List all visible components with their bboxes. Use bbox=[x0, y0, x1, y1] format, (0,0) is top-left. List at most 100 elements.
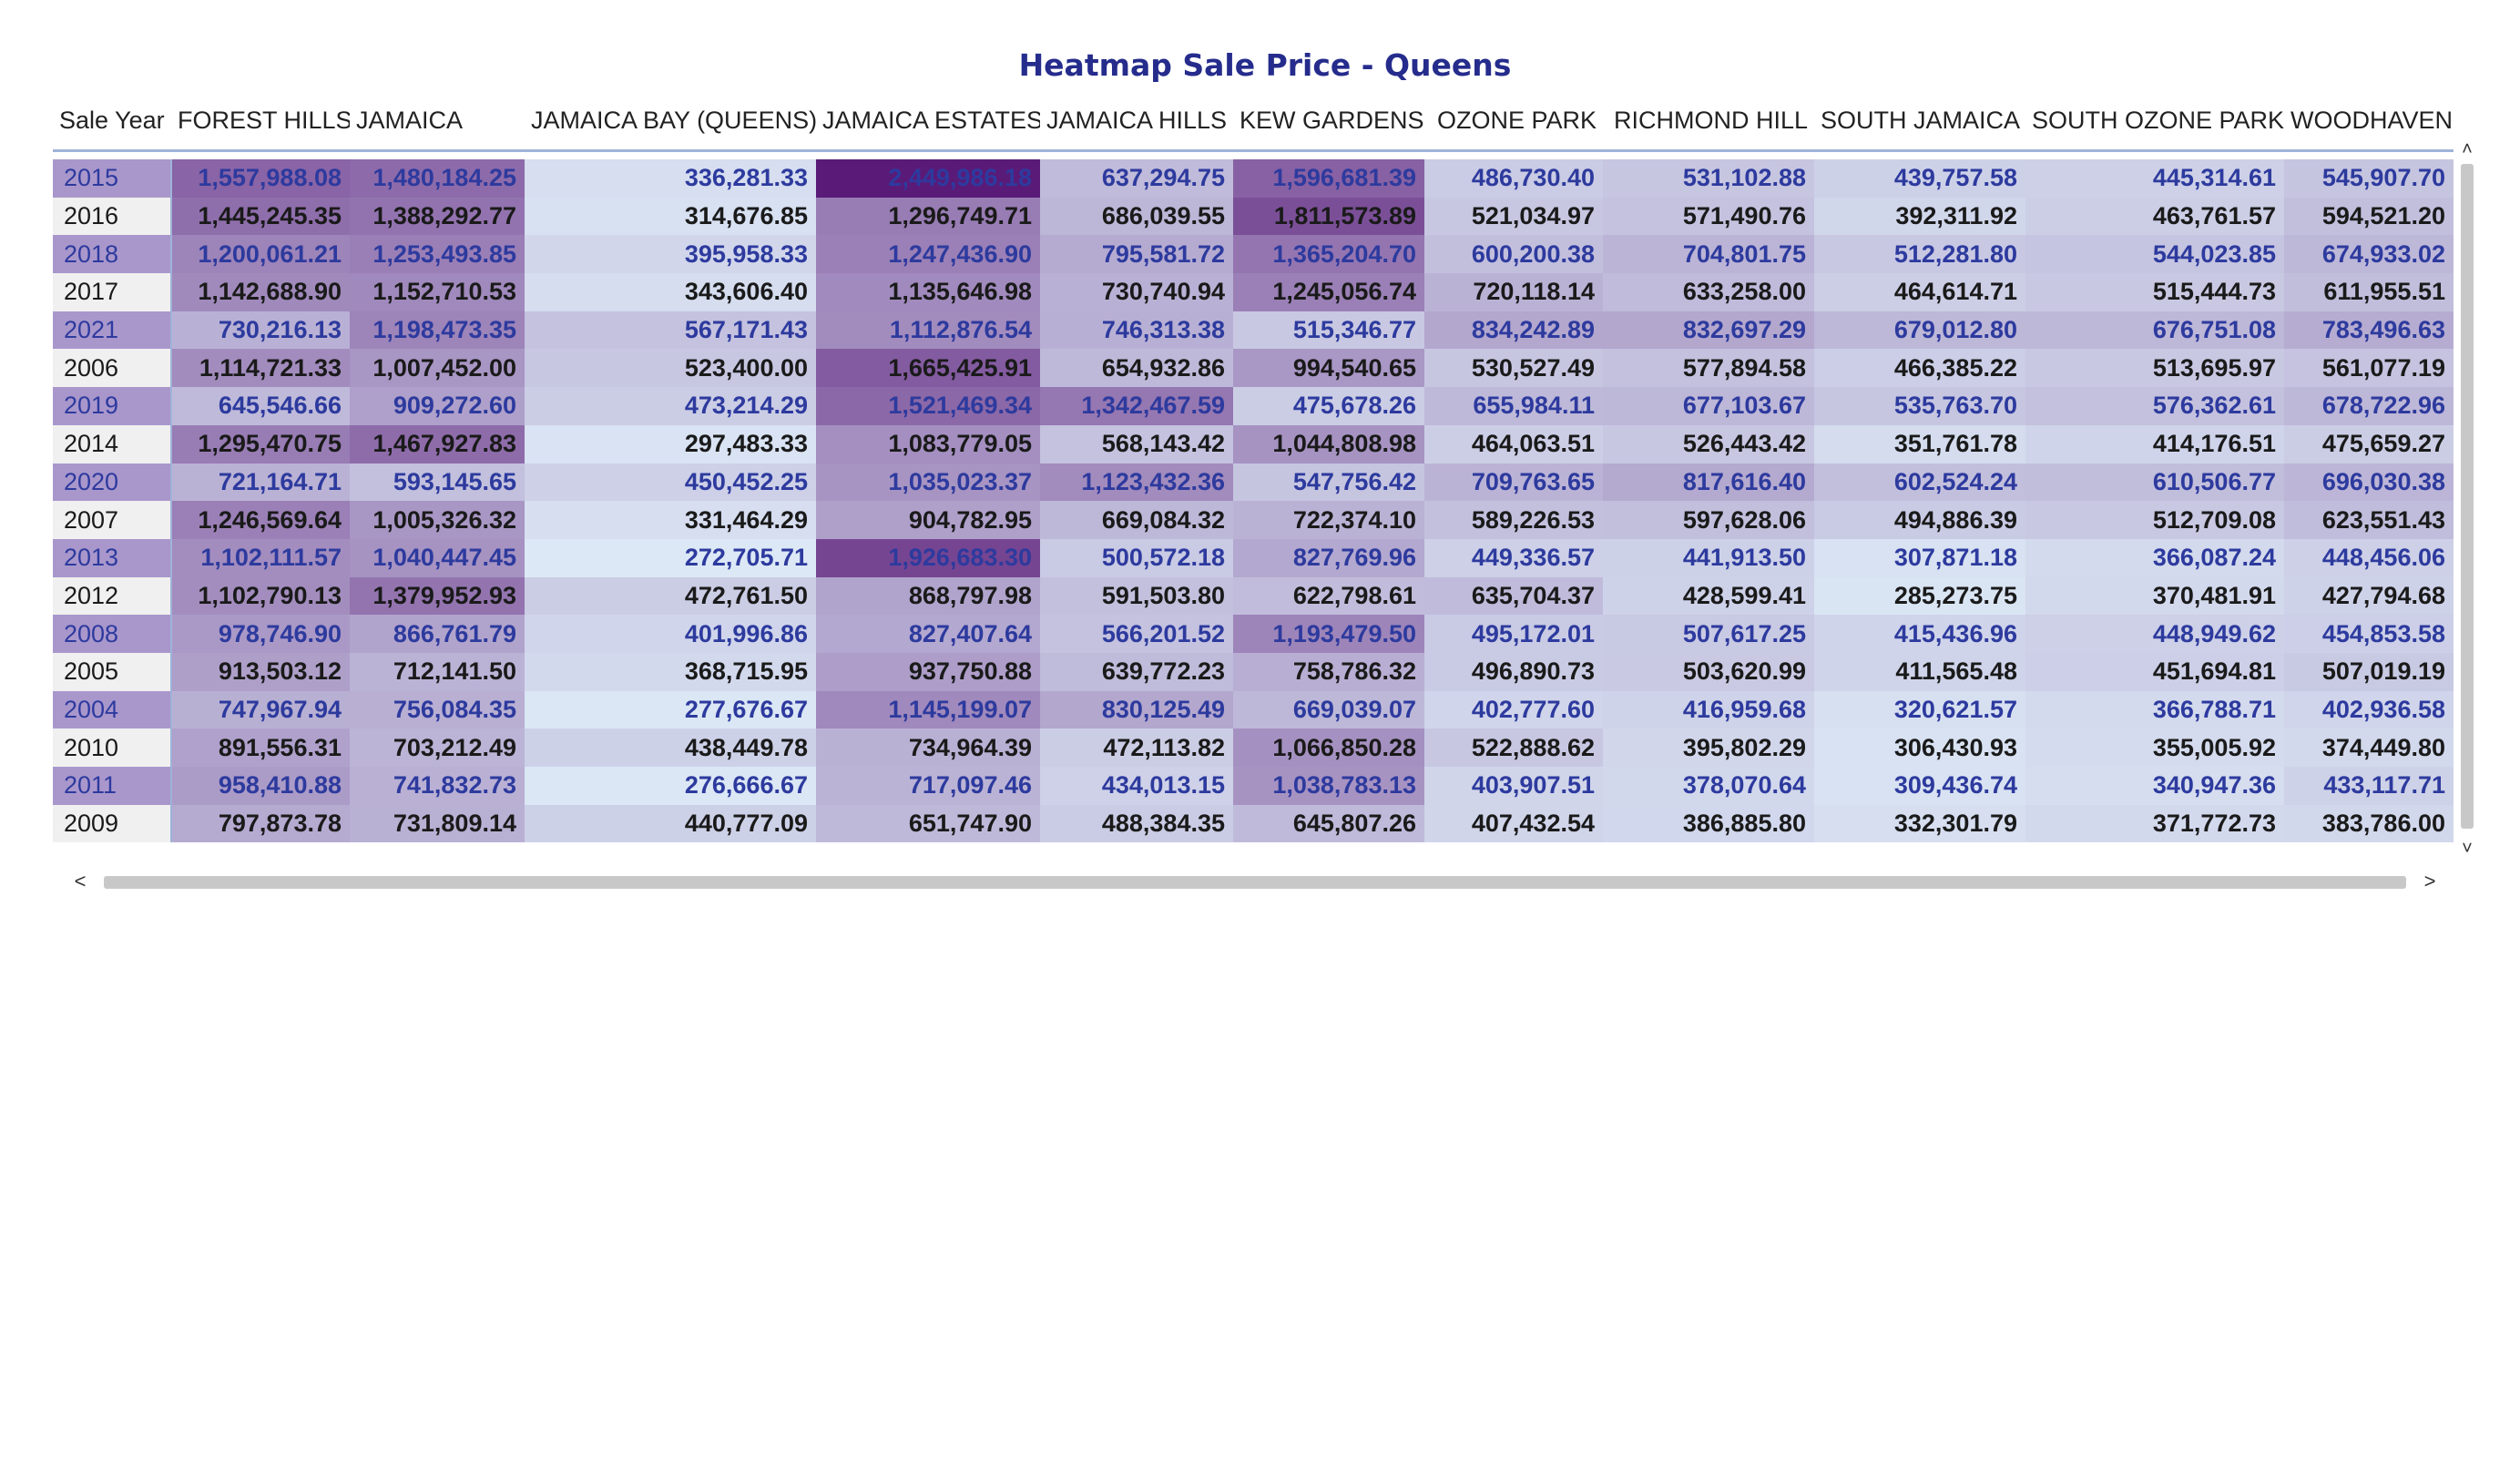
year-cell[interactable]: 2017 bbox=[53, 273, 172, 311]
heatmap-cell[interactable]: 730,216.13 bbox=[171, 311, 350, 350]
heatmap-cell[interactable]: 1,245,056.74 bbox=[1233, 273, 1424, 311]
heatmap-cell[interactable]: 371,772.73 bbox=[2025, 804, 2284, 843]
heatmap-cell[interactable]: 709,763.65 bbox=[1424, 463, 1603, 502]
heatmap-cell[interactable]: 1,247,436.90 bbox=[816, 235, 1040, 274]
heatmap-cell[interactable]: 428,599.41 bbox=[1603, 576, 1814, 616]
column-header[interactable]: WOODHAVEN bbox=[2284, 91, 2454, 152]
heatmap-cell[interactable]: 909,272.60 bbox=[350, 387, 525, 425]
heatmap-cell[interactable]: 704,801.75 bbox=[1603, 235, 1814, 274]
heatmap-cell[interactable]: 386,885.80 bbox=[1603, 804, 1814, 843]
heatmap-cell[interactable]: 639,772.23 bbox=[1040, 652, 1233, 691]
heatmap-cell[interactable]: 904,782.95 bbox=[816, 501, 1040, 539]
heatmap-cell[interactable]: 594,521.20 bbox=[2284, 197, 2454, 236]
heatmap-cell[interactable]: 507,617.25 bbox=[1603, 615, 1814, 653]
heatmap-cell[interactable]: 466,385.22 bbox=[1814, 349, 2025, 388]
heatmap-cell[interactable]: 366,087.24 bbox=[2025, 538, 2284, 577]
heatmap-cell[interactable]: 486,730.40 bbox=[1424, 159, 1603, 198]
heatmap-cell[interactable]: 521,034.97 bbox=[1424, 197, 1603, 236]
heatmap-cell[interactable]: 1,388,292.77 bbox=[350, 197, 525, 236]
heatmap-cell[interactable]: 512,281.80 bbox=[1814, 235, 2025, 274]
heatmap-cell[interactable]: 1,296,749.71 bbox=[816, 197, 1040, 236]
column-header[interactable]: JAMAICA ESTATES bbox=[816, 91, 1040, 152]
heatmap-cell[interactable]: 635,704.37 bbox=[1424, 576, 1603, 616]
heatmap-cell[interactable]: 314,676.85 bbox=[525, 197, 816, 236]
heatmap-cell[interactable]: 571,490.76 bbox=[1603, 197, 1814, 236]
heatmap-cell[interactable]: 866,761.79 bbox=[350, 615, 525, 653]
heatmap-cell[interactable]: 1,811,573.89 bbox=[1233, 197, 1424, 236]
heatmap-cell[interactable]: 669,084.32 bbox=[1040, 501, 1233, 539]
chevron-left-icon[interactable]: < bbox=[74, 870, 87, 892]
heatmap-cell[interactable]: 1,557,988.08 bbox=[171, 159, 350, 198]
heatmap-cell[interactable]: 795,581.72 bbox=[1040, 235, 1233, 274]
heatmap-cell[interactable]: 577,894.58 bbox=[1603, 349, 1814, 388]
heatmap-cell[interactable]: 1,040,447.45 bbox=[350, 538, 525, 577]
heatmap-cell[interactable]: 414,176.51 bbox=[2025, 424, 2284, 464]
chevron-up-icon[interactable]: ˄ bbox=[2462, 139, 2473, 159]
heatmap-cell[interactable]: 370,481.91 bbox=[2025, 576, 2284, 616]
heatmap-cell[interactable]: 1,193,479.50 bbox=[1233, 615, 1424, 653]
heatmap-cell[interactable]: 602,524.24 bbox=[1814, 463, 2025, 502]
heatmap-cell[interactable]: 1,480,184.25 bbox=[350, 159, 525, 198]
heatmap-cell[interactable]: 427,794.68 bbox=[2284, 576, 2454, 616]
heatmap-cell[interactable]: 1,246,569.64 bbox=[171, 501, 350, 539]
heatmap-cell[interactable]: 1,114,721.33 bbox=[171, 349, 350, 388]
heatmap-cell[interactable]: 1,445,245.35 bbox=[171, 197, 350, 236]
heatmap-cell[interactable]: 600,200.38 bbox=[1424, 235, 1603, 274]
heatmap-cell[interactable]: 526,443.42 bbox=[1603, 424, 1814, 464]
heatmap-cell[interactable]: 530,527.49 bbox=[1424, 349, 1603, 388]
heatmap-cell[interactable]: 655,984.11 bbox=[1424, 387, 1603, 425]
heatmap-cell[interactable]: 507,019.19 bbox=[2284, 652, 2454, 691]
heatmap-cell[interactable]: 611,955.51 bbox=[2284, 273, 2454, 311]
year-cell[interactable]: 2012 bbox=[53, 576, 172, 616]
year-cell[interactable]: 2015 bbox=[53, 159, 172, 198]
heatmap-cell[interactable]: 593,145.65 bbox=[350, 463, 525, 502]
heatmap-cell[interactable]: 721,164.71 bbox=[171, 463, 350, 502]
heatmap-cell[interactable]: 576,362.61 bbox=[2025, 387, 2284, 425]
heatmap-cell[interactable]: 336,281.33 bbox=[525, 159, 816, 198]
heatmap-cell[interactable]: 450,452.25 bbox=[525, 463, 816, 502]
heatmap-cell[interactable]: 741,832.73 bbox=[350, 767, 525, 805]
heatmap-cell[interactable]: 730,740.94 bbox=[1040, 273, 1233, 311]
column-header[interactable]: KEW GARDENS bbox=[1233, 91, 1424, 152]
heatmap-cell[interactable]: 758,786.32 bbox=[1233, 652, 1424, 691]
year-cell[interactable]: 2007 bbox=[53, 501, 172, 539]
heatmap-cell[interactable]: 297,483.33 bbox=[525, 424, 816, 464]
column-header[interactable]: RICHMOND HILL bbox=[1603, 91, 1814, 152]
heatmap-cell[interactable]: 309,436.74 bbox=[1814, 767, 2025, 805]
heatmap-cell[interactable]: 717,097.46 bbox=[816, 767, 1040, 805]
year-cell[interactable]: 2014 bbox=[53, 424, 172, 464]
heatmap-cell[interactable]: 1,145,199.07 bbox=[816, 690, 1040, 729]
year-cell[interactable]: 2005 bbox=[53, 652, 172, 691]
heatmap-cell[interactable]: 440,777.09 bbox=[525, 804, 816, 843]
heatmap-cell[interactable]: 395,958.33 bbox=[525, 235, 816, 274]
heatmap-cell[interactable]: 433,117.71 bbox=[2284, 767, 2454, 805]
heatmap-cell[interactable]: 472,761.50 bbox=[525, 576, 816, 616]
horizontal-scrollbar[interactable]: < > bbox=[53, 870, 2454, 892]
heatmap-cell[interactable]: 1,365,204.70 bbox=[1233, 235, 1424, 274]
heatmap-cell[interactable]: 645,546.66 bbox=[171, 387, 350, 425]
heatmap-cell[interactable]: 676,751.08 bbox=[2025, 311, 2284, 350]
year-cell[interactable]: 2009 bbox=[53, 804, 172, 843]
chevron-right-icon[interactable]: > bbox=[2423, 870, 2436, 892]
heatmap-cell[interactable]: 464,614.71 bbox=[1814, 273, 2025, 311]
heatmap-cell[interactable]: 285,273.75 bbox=[1814, 576, 2025, 616]
heatmap-cell[interactable]: 383,786.00 bbox=[2284, 804, 2454, 843]
heatmap-cell[interactable]: 734,964.39 bbox=[816, 728, 1040, 767]
heatmap-cell[interactable]: 1,198,473.35 bbox=[350, 311, 525, 350]
heatmap-cell[interactable]: 438,449.78 bbox=[525, 728, 816, 767]
vertical-scroll-thumb[interactable] bbox=[2461, 164, 2474, 829]
heatmap-cell[interactable]: 368,715.95 bbox=[525, 652, 816, 691]
heatmap-cell[interactable]: 496,890.73 bbox=[1424, 652, 1603, 691]
heatmap-cell[interactable]: 351,761.78 bbox=[1814, 424, 2025, 464]
heatmap-cell[interactable]: 332,301.79 bbox=[1814, 804, 2025, 843]
year-cell[interactable]: 2008 bbox=[53, 615, 172, 653]
heatmap-cell[interactable]: 472,113.82 bbox=[1040, 728, 1233, 767]
column-header[interactable]: SOUTH JAMAICA bbox=[1814, 91, 2025, 152]
heatmap-cell[interactable]: 677,103.67 bbox=[1603, 387, 1814, 425]
heatmap-cell[interactable]: 678,722.96 bbox=[2284, 387, 2454, 425]
chevron-down-icon[interactable]: ˅ bbox=[2462, 839, 2473, 859]
heatmap-cell[interactable]: 416,959.68 bbox=[1603, 690, 1814, 729]
year-cell[interactable]: 2018 bbox=[53, 235, 172, 274]
heatmap-cell[interactable]: 832,697.29 bbox=[1603, 311, 1814, 350]
heatmap-cell[interactable]: 827,407.64 bbox=[816, 615, 1040, 653]
